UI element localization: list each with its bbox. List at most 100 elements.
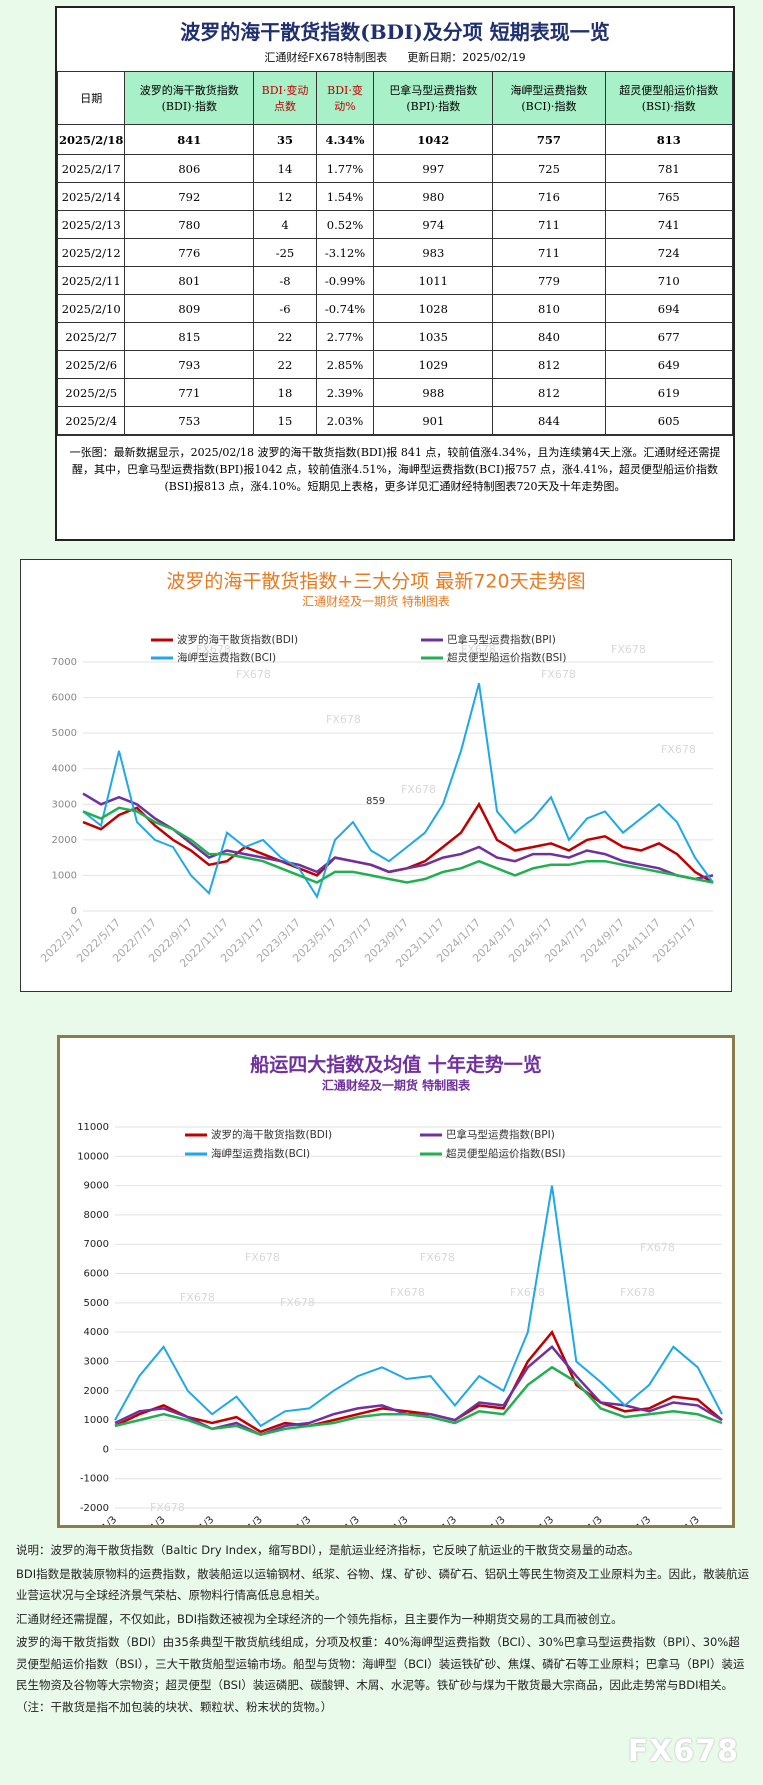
note-paragraph: 说明：波罗的海干散货指数（Baltic Dry Index，缩写BDI），是航运… bbox=[16, 1543, 640, 1557]
series-line bbox=[114, 1185, 723, 1428]
table-cell: 12 bbox=[253, 182, 317, 211]
y-tick-label: 3000 bbox=[52, 799, 77, 810]
x-tick-label: 2021/1/3 bbox=[468, 1514, 508, 1528]
table-cell: 2025/2/12 bbox=[56, 238, 126, 267]
table-cell: 2.85% bbox=[315, 350, 375, 379]
table-cell: 841 bbox=[124, 124, 255, 155]
table-note: 一张图：最新数据显示，2025/02/18 波罗的海干散货指数(BDI)报 84… bbox=[57, 435, 733, 503]
table-cell: 792 bbox=[124, 182, 255, 211]
watermark: FX678 bbox=[390, 1286, 425, 1299]
table-row: 2025/2/17 806 14 1.77% 997 725 781 bbox=[56, 154, 733, 183]
x-tick-label: 2020/1/3 bbox=[420, 1514, 460, 1528]
table-cell: 988 bbox=[373, 378, 494, 407]
update-date: 更新日期：2025/02/19 bbox=[407, 51, 526, 64]
legend-label: 超灵便型船运价指数(BSI) bbox=[446, 1147, 565, 1160]
table-cell: 812 bbox=[492, 378, 606, 407]
y-tick-label: -1000 bbox=[80, 1474, 109, 1485]
table-cell: 974 bbox=[373, 210, 494, 239]
y-tick-label: 0 bbox=[103, 1444, 109, 1455]
table-cell: 649 bbox=[604, 350, 733, 379]
y-tick-label: 3000 bbox=[84, 1356, 109, 1367]
table-cell: 2025/2/13 bbox=[56, 210, 126, 239]
legend-label: 海岬型运费指数(BCI) bbox=[177, 651, 276, 664]
table-cell: -0.74% bbox=[315, 294, 375, 323]
table-cell: 997 bbox=[373, 154, 494, 183]
table-cell: 35 bbox=[253, 124, 317, 155]
table-cell: 22 bbox=[253, 322, 317, 351]
table-cell: 0.52% bbox=[315, 210, 375, 239]
x-tick-label: 2019/1/3 bbox=[371, 1514, 411, 1528]
data-table: 日期 波罗的海干散货指数(BDI)·指数 BDI·变动点数 BDI·变动% 巴拿马型运费… bbox=[56, 71, 733, 435]
table-cell: 980 bbox=[373, 182, 494, 211]
table-row: 2025/2/4 753 15 2.03% 901 844 605 bbox=[56, 406, 733, 435]
x-tick-label: 2018/1/3 bbox=[322, 1514, 362, 1528]
table-row: 2025/2/13 780 4 0.52% 974 711 741 bbox=[56, 210, 733, 239]
table-cell: -25 bbox=[253, 238, 317, 267]
table-cell: 1.77% bbox=[315, 154, 375, 183]
y-tick-label: 2000 bbox=[84, 1386, 109, 1397]
watermark: FX678 bbox=[541, 668, 576, 681]
table-subtitle: 汇通财经FX678特制图表 更新日期：2025/02/19 bbox=[57, 49, 733, 65]
table-cell: 2025/2/6 bbox=[56, 350, 126, 379]
table-cell: 711 bbox=[492, 210, 606, 239]
table-cell: 15 bbox=[253, 406, 317, 435]
table-cell: 2.03% bbox=[315, 406, 375, 435]
series-line bbox=[82, 792, 714, 881]
table-cell: 2025/2/11 bbox=[56, 266, 126, 295]
y-tick-label: 7000 bbox=[52, 657, 77, 668]
table-cell: 793 bbox=[124, 350, 255, 379]
watermark: FX678 bbox=[401, 783, 436, 796]
table-cell: 765 bbox=[604, 182, 733, 211]
table-cell: 18 bbox=[253, 378, 317, 407]
table-cell: 1029 bbox=[373, 350, 494, 379]
table-cell: 2025/2/14 bbox=[56, 182, 126, 211]
y-tick-label: 10000 bbox=[77, 1151, 109, 1162]
watermark: FX678 bbox=[420, 1251, 455, 1264]
table-cell: 779 bbox=[492, 266, 606, 295]
header-cell: 巴拿马型运费指数(BPI)·指数 bbox=[373, 71, 494, 125]
table-cell: 983 bbox=[373, 238, 494, 267]
header-cell: 超灵便型船运价指数(BSI)·指数 bbox=[604, 71, 733, 125]
x-tick-label: 2023/1/3 bbox=[565, 1514, 605, 1528]
note-paragraph: 波罗的海干散货指数（BDI）由35条典型干散货航线组成，分项及权重：40%海岬型… bbox=[16, 1635, 745, 1714]
legend-label: 巴拿马型运费指数(BPI) bbox=[446, 1128, 555, 1141]
table-cell: 815 bbox=[124, 322, 255, 351]
table-row: 2025/2/14 792 12 1.54% 980 716 765 bbox=[56, 182, 733, 211]
table-cell: 619 bbox=[604, 378, 733, 407]
y-tick-label: 5000 bbox=[52, 728, 77, 739]
table-cell: 844 bbox=[492, 406, 606, 435]
header-cell: BDI·变动% bbox=[315, 71, 375, 125]
source: 汇通财经FX678特制图表 bbox=[264, 51, 388, 64]
table-cell: 809 bbox=[124, 294, 255, 323]
y-tick-label: 11000 bbox=[77, 1122, 109, 1133]
watermark: FX678 bbox=[236, 668, 271, 681]
header-row: 日期 波罗的海干散货指数(BDI)·指数 BDI·变动点数 BDI·变动% 巴拿马型运费… bbox=[56, 71, 733, 125]
table-cell: 677 bbox=[604, 322, 733, 351]
y-tick-label: 6000 bbox=[84, 1269, 109, 1280]
x-tick-label: 2014/1/3 bbox=[128, 1514, 168, 1528]
header-cell: 海岬型运费指数(BCI)·指数 bbox=[492, 71, 606, 125]
watermark: FX678 bbox=[510, 1286, 545, 1299]
table-cell: 2025/2/4 bbox=[56, 406, 126, 435]
y-tick-label: 0 bbox=[71, 906, 77, 917]
table-cell: 771 bbox=[124, 378, 255, 407]
watermark: FX678 bbox=[280, 1296, 315, 1309]
notes: 说明：波罗的海干散货指数（Baltic Dry Index，缩写BDI），是航运… bbox=[16, 1540, 751, 1720]
table-row: 2025/2/5 771 18 2.39% 988 812 619 bbox=[56, 378, 733, 407]
x-tick-label: 2025/1/3 bbox=[662, 1514, 702, 1528]
table-cell: 711 bbox=[492, 238, 606, 267]
series-line bbox=[82, 806, 714, 884]
watermark: FX678 bbox=[611, 643, 646, 656]
watermark: FX678 bbox=[245, 1251, 280, 1264]
table-cell: 810 bbox=[492, 294, 606, 323]
chart-subtitle: 汇通财经及一期货 特制图表 bbox=[302, 594, 450, 609]
x-tick-label: 2022/1/3 bbox=[517, 1514, 557, 1528]
table-cell: -8 bbox=[253, 266, 317, 295]
watermark: FX678 bbox=[150, 1501, 185, 1514]
table-cell: 753 bbox=[124, 406, 255, 435]
x-tick-label: 2017/1/3 bbox=[274, 1514, 314, 1528]
table-cell: 4 bbox=[253, 210, 317, 239]
x-tick-label: 2013/1/3 bbox=[80, 1514, 120, 1528]
